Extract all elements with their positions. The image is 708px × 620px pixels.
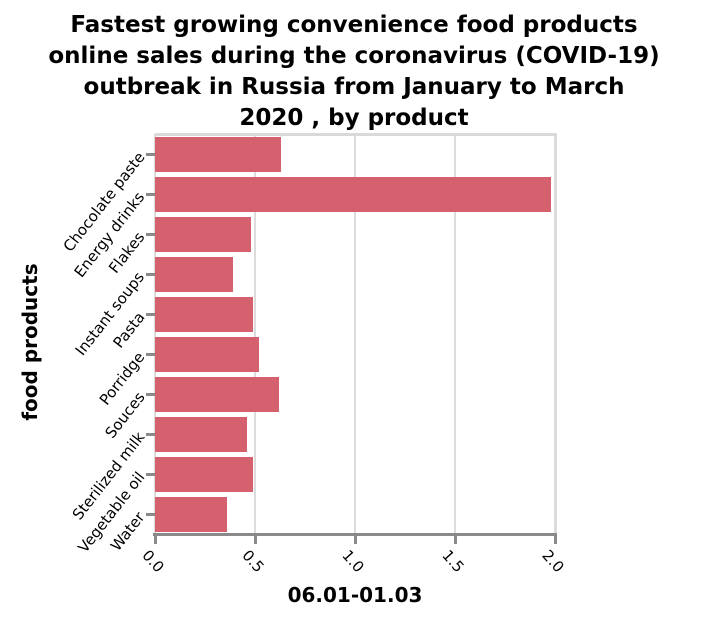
y-tick — [146, 433, 155, 436]
y-tick — [146, 273, 155, 276]
chart-title-line: outbreak in Russia from January to March — [83, 74, 625, 100]
x-tick-label: 1.0 — [338, 546, 368, 577]
bar-energy-drinks — [155, 176, 551, 212]
bar-vegetable-oil — [155, 456, 253, 492]
x-tick — [554, 535, 557, 544]
chart-title-line: 2020 , by product — [239, 105, 469, 131]
gridline — [554, 134, 557, 534]
bar-chocolate-paste — [155, 136, 281, 172]
y-tick — [146, 313, 155, 316]
x-tick-label: 2.0 — [538, 546, 568, 577]
bar-souces — [155, 376, 279, 412]
y-tick — [146, 513, 155, 516]
x-tick — [354, 535, 357, 544]
y-axis-title: food products — [18, 263, 42, 421]
gridline — [454, 134, 456, 534]
y-tick — [146, 193, 155, 196]
y-tick — [146, 233, 155, 236]
x-tick-label: 0.5 — [238, 546, 268, 577]
x-tick — [454, 535, 457, 544]
gridline — [254, 134, 256, 534]
plot-top-border — [155, 133, 557, 136]
y-tick — [146, 353, 155, 356]
x-tick — [254, 535, 257, 544]
bar-instant-soups — [155, 256, 233, 292]
y-tick — [146, 393, 155, 396]
y-tick — [146, 473, 155, 476]
chart-title-line: Fastest growing convenience food product… — [70, 12, 638, 38]
bar-sterilized-milk — [155, 416, 247, 452]
bar-water — [155, 496, 227, 532]
gridline — [154, 134, 156, 534]
gridline — [354, 134, 356, 534]
x-tick — [154, 535, 157, 544]
x-tick-label: 1.5 — [438, 546, 468, 577]
bar-pasta — [155, 296, 253, 332]
x-axis-spine — [153, 533, 557, 536]
bar-porridge — [155, 336, 259, 372]
chart-title: Fastest growing convenience food product… — [0, 10, 708, 134]
bar-flakes — [155, 216, 251, 252]
x-axis-title: 06.01-01.03 — [287, 583, 423, 607]
y-tick — [146, 153, 155, 156]
x-tick-label: 0.0 — [138, 546, 168, 577]
chart-title-line: online sales during the coronavirus (COV… — [48, 43, 660, 69]
